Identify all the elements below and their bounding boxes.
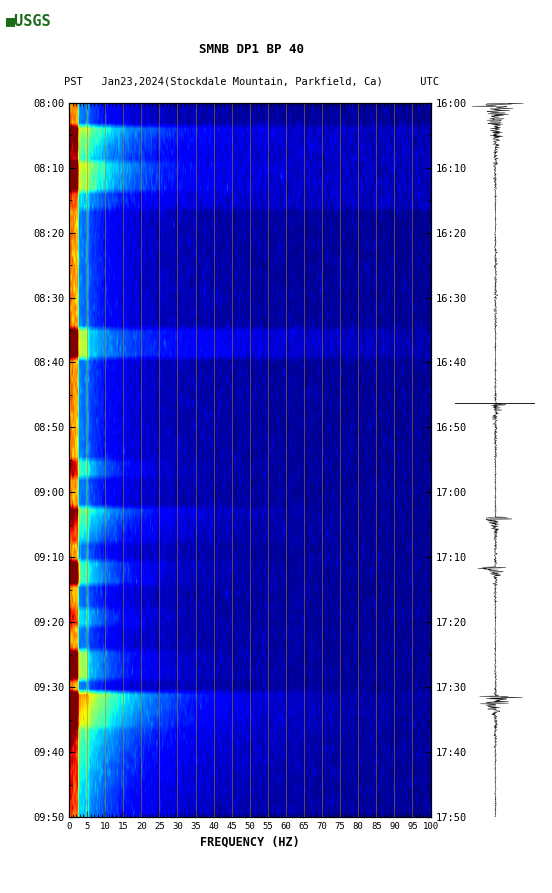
Text: ■USGS: ■USGS [6, 13, 51, 29]
Text: PST   Jan23,2024(Stockdale Mountain, Parkfield, Ca)      UTC: PST Jan23,2024(Stockdale Mountain, Parkf… [63, 77, 439, 87]
Text: SMNB DP1 BP 40: SMNB DP1 BP 40 [199, 43, 304, 56]
X-axis label: FREQUENCY (HZ): FREQUENCY (HZ) [200, 835, 300, 848]
